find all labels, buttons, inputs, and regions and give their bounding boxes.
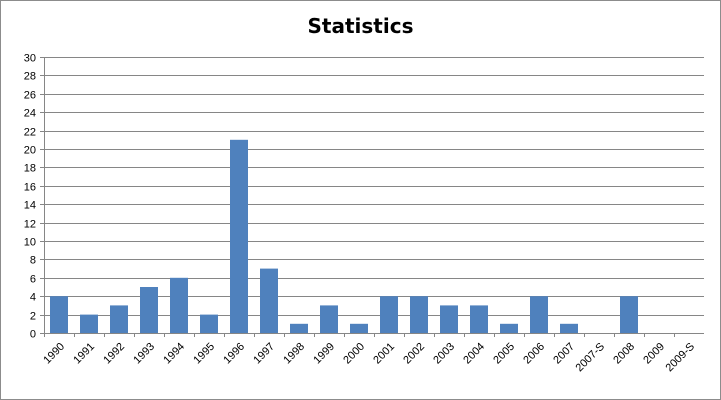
x-tick-label: 1997: [251, 341, 277, 367]
x-tick-label: 1996: [221, 341, 247, 367]
x-tick-labels: 1990 1991 1992 1993 1994 1995 1996 1997 1998 1999…: [41, 341, 697, 375]
axes: [40, 57, 704, 337]
y-tick-label: 14: [24, 200, 36, 212]
bar-2003: [440, 305, 458, 333]
x-tick-label: 1993: [131, 341, 157, 367]
y-tick-label: 4: [30, 292, 36, 304]
x-tick-label: 2003: [431, 341, 457, 367]
x-tick-label: 2004: [461, 341, 487, 367]
x-tick-label: 2009: [641, 341, 667, 367]
bars: [50, 139, 638, 333]
x-tick-label: 2007-S: [574, 341, 608, 375]
y-tick-label: 30: [24, 53, 36, 65]
bar-1993: [140, 287, 158, 333]
bar-2001: [380, 296, 398, 333]
bar-1995: [200, 314, 218, 333]
bar-1991: [80, 314, 98, 333]
x-tick-label: 1999: [311, 341, 337, 367]
y-tick-label: 26: [24, 90, 36, 102]
x-tick-label: 2001: [371, 341, 397, 367]
y-tick-label: 16: [24, 182, 36, 194]
gridlines: [44, 57, 704, 316]
x-tick-label: 1991: [71, 341, 97, 367]
y-tick-label: 18: [24, 163, 36, 175]
x-tick-label: 2006: [521, 341, 547, 367]
x-tick-label: 1994: [161, 341, 187, 367]
bar-2000: [350, 323, 368, 333]
y-tick-label: 20: [24, 145, 36, 157]
bar-1992: [110, 305, 128, 333]
x-tick-label: 2009-S: [664, 341, 698, 375]
bar-2004: [470, 305, 488, 333]
x-tick-label: 2000: [341, 341, 367, 367]
bar-1994: [170, 277, 188, 333]
bar-1997: [260, 268, 278, 333]
x-tick-label: 2005: [491, 341, 517, 367]
bar-2008: [620, 296, 638, 333]
x-tick-label: 2007: [551, 341, 577, 367]
bar-1999: [320, 305, 338, 333]
chart-title: Statistics: [307, 14, 414, 38]
y-tick-label: 24: [24, 108, 36, 120]
x-tick-label: 1992: [101, 341, 127, 367]
x-tick-label: 2008: [611, 341, 637, 367]
bar-2007: [560, 323, 578, 333]
y-tick-label: 22: [24, 127, 36, 139]
bar-1998: [290, 323, 308, 333]
bar-2005: [500, 323, 518, 333]
y-tick-label: 10: [24, 237, 36, 249]
bar-1996: [230, 139, 248, 333]
bar-2002: [410, 296, 428, 333]
x-tick-label: 1995: [191, 341, 217, 367]
y-tick-label: 0: [30, 329, 36, 341]
bar-1990: [50, 296, 68, 333]
y-tick-label: 28: [24, 71, 36, 83]
x-tick-label: 1998: [281, 341, 307, 367]
y-tick-label: 6: [30, 274, 36, 286]
x-tick-label: 2002: [401, 341, 427, 367]
bar-2006: [530, 296, 548, 333]
y-tick-label: 8: [30, 255, 36, 267]
y-tick-label: 2: [30, 311, 36, 323]
y-tick-label: 12: [24, 219, 36, 231]
x-tick-label: 1990: [41, 341, 67, 367]
